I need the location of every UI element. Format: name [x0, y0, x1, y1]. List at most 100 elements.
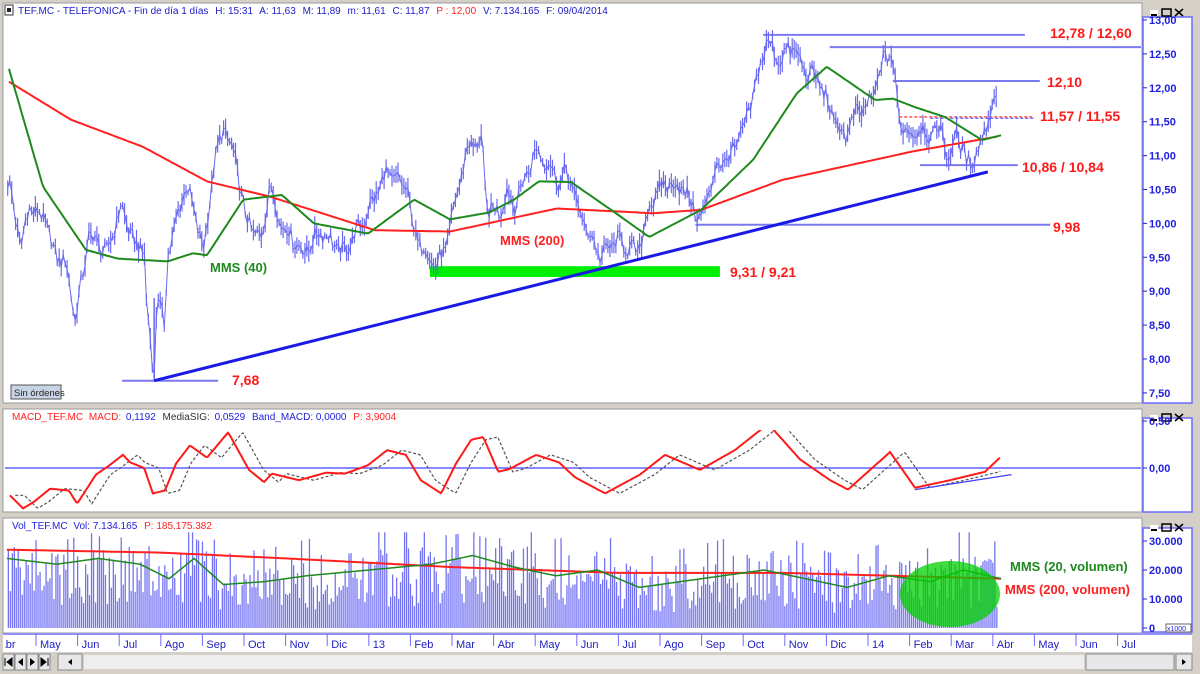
- volume-bar: [441, 593, 443, 628]
- volume-bar: [417, 602, 420, 628]
- volume-bar: [829, 552, 832, 628]
- volume-bar: [33, 590, 35, 628]
- maximize-icon[interactable]: [1161, 8, 1172, 17]
- volume-bar: [77, 556, 79, 628]
- volume-bar: [477, 594, 479, 628]
- volume-bar: [7, 549, 9, 628]
- volume-bar: [671, 595, 673, 628]
- price-close-line: [7, 39, 997, 375]
- scroll-thumb[interactable]: [1085, 653, 1175, 671]
- volume-bar: [415, 579, 418, 628]
- scroll-left-button[interactable]: [57, 653, 83, 671]
- last-icon: [40, 656, 49, 668]
- volume-bar: [697, 579, 699, 628]
- volume-bar: [253, 550, 255, 628]
- volume-bar: [516, 595, 519, 628]
- volume-bar: [150, 595, 152, 628]
- close-icon[interactable]: [1174, 413, 1184, 422]
- volume-bar: [283, 578, 285, 628]
- volume-bar: [255, 587, 257, 628]
- macd-label: MACD:: [89, 412, 121, 423]
- volume-bar: [354, 572, 356, 628]
- close-icon[interactable]: [1174, 8, 1184, 17]
- volume-bar: [356, 578, 358, 628]
- volume-bar: [304, 603, 307, 628]
- volume-bar: [772, 551, 774, 628]
- label-12-78-12-60: 12,78 / 12,60: [1050, 25, 1132, 41]
- maximize-icon[interactable]: [1161, 523, 1172, 532]
- close-icon[interactable]: [1174, 523, 1184, 532]
- volume-bar: [120, 537, 122, 628]
- scroll-right-button[interactable]: [1175, 653, 1193, 671]
- volume-bar: [245, 579, 247, 628]
- volume-bar: [162, 575, 164, 628]
- volume-bar: [25, 560, 27, 628]
- volume-bar: [792, 592, 794, 628]
- volume-bar: [695, 605, 697, 628]
- volume-bar: [651, 556, 653, 628]
- scroll-last-button[interactable]: [38, 653, 51, 671]
- volume-bar: [207, 595, 210, 628]
- volume-bar: [324, 590, 326, 628]
- volume-bar: [259, 596, 261, 628]
- volume-bar: [489, 568, 491, 628]
- volume-bar: [479, 536, 481, 628]
- support-zone-bar: [429, 266, 720, 277]
- price-axis-tick-label: 7,50: [1149, 388, 1170, 400]
- orders-button-label: Sin órdenes: [14, 388, 65, 399]
- volume-bar: [594, 556, 596, 628]
- volume-highlight-ellipse: [900, 561, 1000, 627]
- minimize-icon[interactable]: [1150, 10, 1158, 16]
- volume-bar: [675, 565, 677, 628]
- scroll-prev-button[interactable]: [14, 653, 27, 671]
- minimize-icon[interactable]: [1150, 525, 1158, 531]
- volume-value: Vol: 7.134.165: [73, 521, 137, 532]
- volume-bar: [362, 557, 364, 628]
- volume-bar: [861, 576, 863, 628]
- volume-bar: [504, 596, 507, 628]
- volume-bar: [742, 600, 744, 628]
- mms200-line: [8, 80, 998, 233]
- scroll-track[interactable]: [84, 655, 1084, 669]
- header-price: P : 12,00: [436, 6, 476, 17]
- scroll-next-button[interactable]: [26, 653, 39, 671]
- volume-bar: [146, 559, 148, 628]
- volume-bar: [847, 576, 849, 628]
- volume-bar: [613, 567, 616, 628]
- volume-bar: [471, 578, 473, 628]
- volume-bar: [96, 559, 99, 628]
- volume-bar: [90, 533, 93, 628]
- volume-bar: [421, 547, 423, 628]
- volume-bar: [144, 552, 146, 628]
- volume-bar: [524, 603, 526, 628]
- volume-bar: [798, 608, 800, 628]
- scroll-first-button[interactable]: [2, 653, 15, 671]
- volume-bar: [312, 587, 315, 628]
- volume-bar: [635, 569, 637, 628]
- volume-bar: [437, 584, 439, 628]
- volume-bar: [455, 534, 457, 628]
- volume-bar: [457, 533, 459, 628]
- volume-bar: [11, 553, 13, 628]
- volume-bar: [566, 585, 568, 628]
- volume-bar: [794, 598, 796, 628]
- month-label: Jul: [1122, 639, 1136, 651]
- volume-bar: [711, 592, 713, 628]
- volume-bar: [39, 571, 41, 628]
- maximize-icon[interactable]: [1161, 413, 1172, 422]
- volume-bar: [366, 592, 368, 628]
- volume-bar: [653, 610, 655, 628]
- volume-bar: [825, 600, 828, 628]
- month-label: May: [1038, 639, 1059, 651]
- macd-value: 0,1192: [126, 412, 156, 423]
- orders-button[interactable]: [10, 384, 62, 400]
- volume-bar: [368, 562, 370, 628]
- volume-bar: [382, 555, 384, 628]
- volume-bar: [667, 578, 669, 628]
- minimize-icon[interactable]: [1150, 415, 1158, 421]
- volume-bar: [81, 596, 83, 628]
- volume-bar: [497, 583, 499, 628]
- volume-header: Vol_TEF.MC Vol: 7.134.165 P: 185.175.382: [12, 521, 212, 532]
- volume-bar: [859, 600, 861, 628]
